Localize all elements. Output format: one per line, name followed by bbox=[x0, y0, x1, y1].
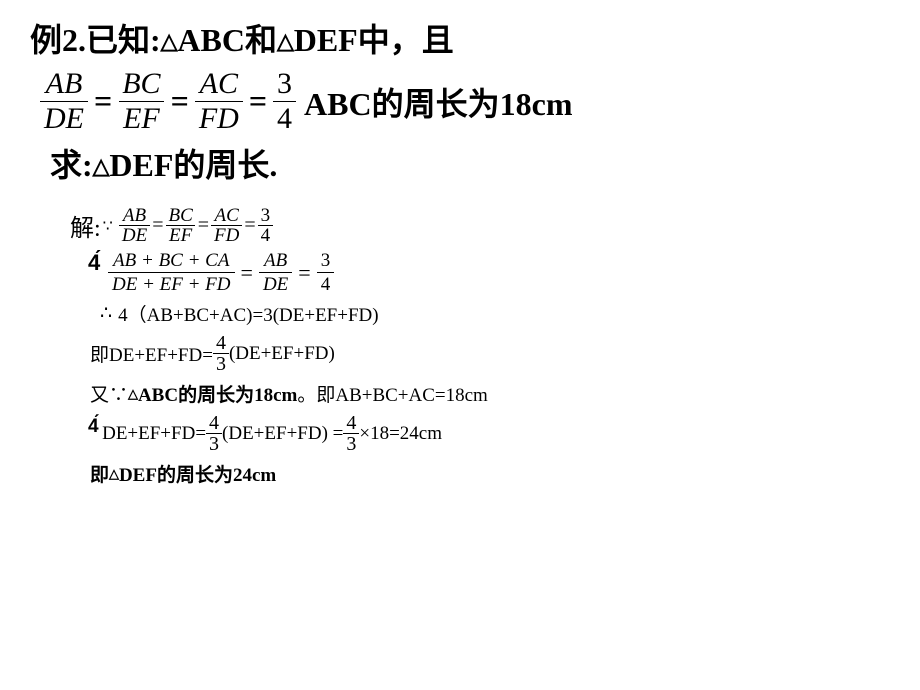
tri1: △ bbox=[161, 29, 178, 53]
solution-block: 解: ∵ ABDE = BCEF = ACFD = 34 ∴ 4́ AB + B… bbox=[70, 206, 890, 487]
sol-step6: ∴ 4́ DE+EF+FD= 4 3 (DE+EF+FD) = 4 3 ×18=… bbox=[90, 413, 890, 454]
problem-line1: 例2.已知:△ABC和△DEF中，且 bbox=[30, 15, 890, 61]
sol-step5: 又∵△ABC的周长为18cm。即AB+BC+AC=18cm bbox=[90, 380, 890, 407]
tri7: △ bbox=[109, 466, 119, 482]
s6-frac1: 4 3 bbox=[206, 413, 222, 454]
frac-ac-fd: AC FD bbox=[195, 69, 243, 134]
problem-line2: AB DE = BC EF = AC FD = 3 4 ABC的周长为18cm bbox=[30, 69, 890, 134]
sol-step3: ∴ 4（AB+BC+AC)=3(DE+EF+FD) bbox=[100, 300, 890, 327]
s1-f3: ACFD bbox=[211, 206, 242, 245]
p3-tail: 的周长. bbox=[173, 147, 277, 183]
s2-bigfrac: AB + BC + CA DE + EF + FD bbox=[108, 251, 235, 294]
p1-post: 中，且 bbox=[358, 22, 454, 58]
eq1: = bbox=[94, 83, 112, 120]
p3-pre: 求: bbox=[50, 147, 93, 183]
s6-pre: DE+EF+FD= bbox=[102, 423, 206, 445]
frac-ab-de: AB DE bbox=[40, 69, 88, 134]
s4-frac: 4 3 bbox=[213, 333, 229, 374]
solve-prefix: 解: bbox=[70, 208, 101, 243]
s2-f3: 3 4 bbox=[317, 251, 335, 294]
p1-def: DEF bbox=[294, 22, 358, 58]
sol-step2: ∴ 4́ AB + BC + CA DE + EF + FD = AB DE =… bbox=[90, 251, 890, 294]
eq3: = bbox=[249, 83, 267, 120]
s6-mid: (DE+EF+FD) = bbox=[222, 423, 343, 445]
s2-f2: AB DE bbox=[259, 251, 292, 294]
p3-def: DEF bbox=[109, 147, 173, 183]
s6-frac2: 4 3 bbox=[343, 413, 359, 454]
s7-bold: DEF的周长为24cm bbox=[119, 460, 276, 487]
p1-pre: 例2.已知: bbox=[30, 22, 161, 58]
glitch-4a: ∴ 4́ bbox=[90, 260, 104, 286]
s4-post: (DE+EF+FD) bbox=[229, 343, 335, 365]
eq2: = bbox=[171, 83, 189, 120]
p1-abc: ABC bbox=[177, 22, 245, 58]
p2-tail: ABC的周长为18cm bbox=[304, 79, 572, 125]
frac-bc-ef: BC EF bbox=[118, 69, 164, 134]
tri2: △ bbox=[277, 29, 294, 53]
therefore1: ∴ bbox=[100, 302, 112, 325]
s4-pre: 即DE+EF+FD= bbox=[90, 340, 213, 367]
s5-post: 。即AB+BC+AC=18cm bbox=[297, 380, 488, 407]
s5-bold: ABC的周长为18cm bbox=[138, 380, 297, 407]
problem-line3: 求:△DEF的周长. bbox=[50, 140, 890, 186]
sol-step7: 即△DEF的周长为24cm bbox=[90, 460, 890, 487]
s6-tail: ×18=24cm bbox=[359, 423, 442, 445]
glitch-4b: ∴ 4́ bbox=[90, 422, 102, 445]
p1-and: 和 bbox=[245, 22, 277, 58]
s7-pre: 即 bbox=[90, 460, 109, 487]
s3-text: 4（AB+BC+AC)=3(DE+EF+FD) bbox=[118, 300, 378, 327]
tri3: △ bbox=[93, 154, 110, 178]
s1-f2: BCEF bbox=[165, 206, 195, 245]
tri5: △ bbox=[128, 386, 138, 402]
frac-3-4: 3 4 bbox=[273, 69, 296, 134]
because1: ∵ bbox=[103, 216, 113, 236]
s1-f4: 34 bbox=[258, 206, 274, 245]
s5-pre: 又∵ bbox=[90, 380, 128, 407]
s1-f1: ABDE bbox=[119, 206, 150, 245]
sol-step1: 解: ∵ ABDE = BCEF = ACFD = 34 bbox=[70, 206, 890, 245]
sol-step4: 即DE+EF+FD= 4 3 (DE+EF+FD) bbox=[90, 333, 890, 374]
